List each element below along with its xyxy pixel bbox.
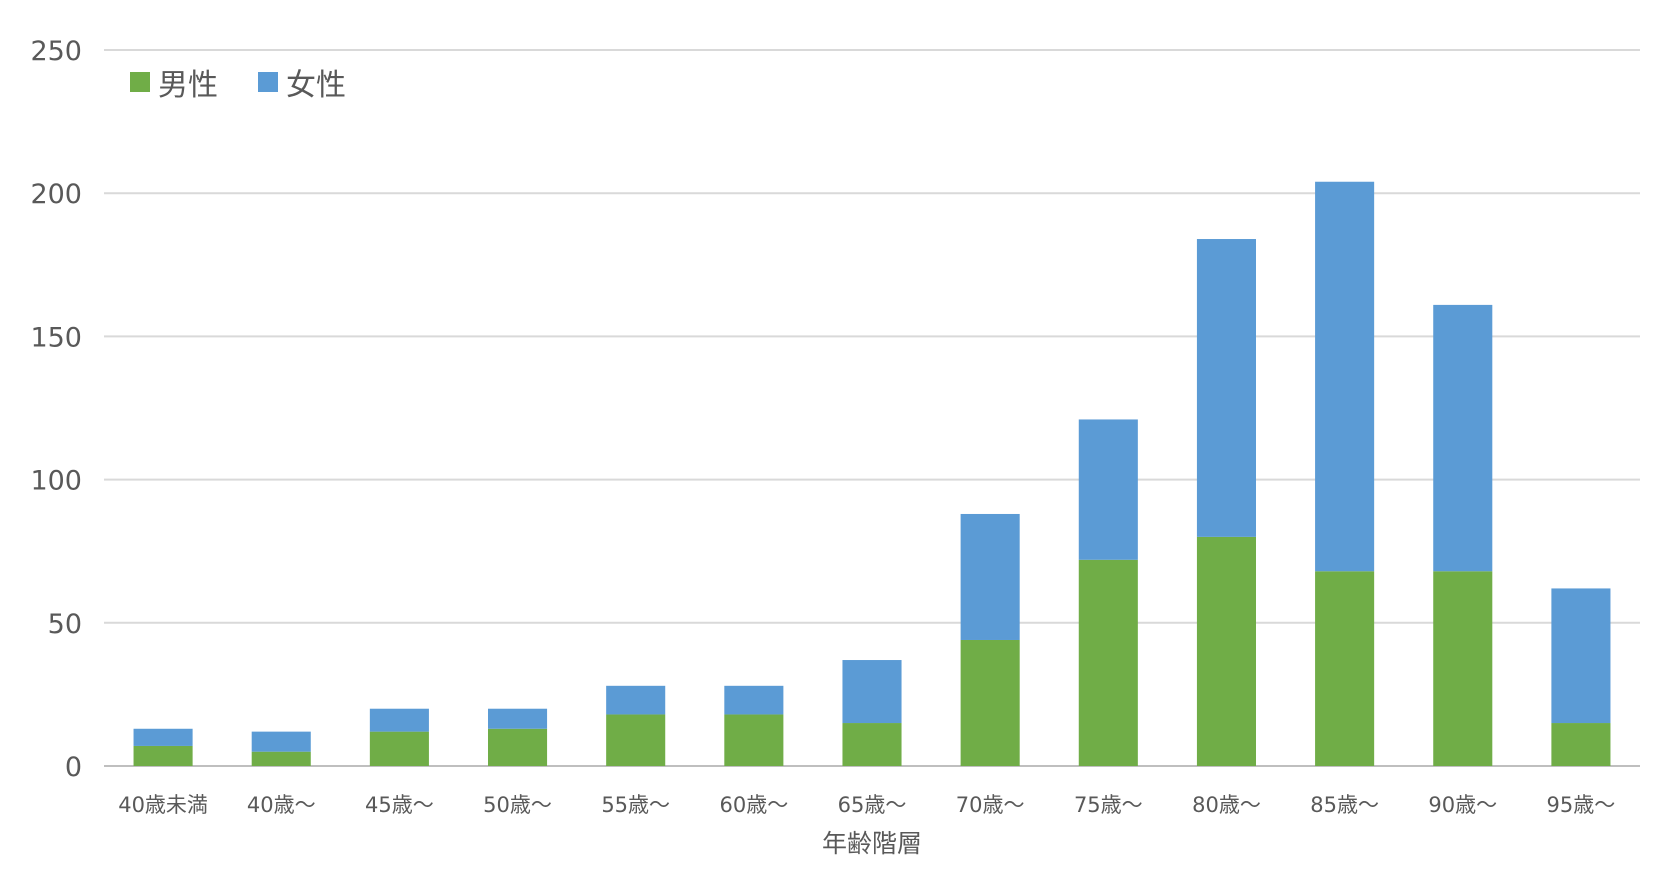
y-tick-label: 150 <box>30 322 82 353</box>
bar-female <box>1078 419 1138 560</box>
y-tick-label: 250 <box>30 36 82 67</box>
y-tick-label: 0 <box>65 752 82 783</box>
bar-female <box>369 708 429 732</box>
bar-male <box>133 745 193 766</box>
bars <box>133 181 1611 766</box>
x-tick-label: 40歳未満 <box>118 793 208 817</box>
x-tick-label: 85歳～ <box>1310 793 1379 817</box>
bar-male <box>960 639 1020 766</box>
bar-female <box>1196 239 1256 537</box>
bar-male <box>724 714 784 766</box>
bar-female <box>606 685 666 715</box>
x-tick-label: 75歳～ <box>1074 793 1143 817</box>
bar-female <box>842 660 902 724</box>
bar-female <box>488 708 548 729</box>
bar-male <box>1433 571 1493 766</box>
bar-male <box>1078 559 1138 766</box>
legend-item-female: 女性 <box>258 60 346 104</box>
x-tick-label: 40歳～ <box>247 793 316 817</box>
x-tick-label: 65歳～ <box>838 793 907 817</box>
legend-label-male: 男性 <box>158 68 218 103</box>
x-tick-label: 50歳～ <box>483 793 552 817</box>
x-tick-label: 70歳～ <box>956 793 1025 817</box>
bar-female <box>1315 181 1375 572</box>
bar-male <box>1315 571 1375 766</box>
bar-female <box>1551 588 1611 724</box>
x-tick-label: 80歳～ <box>1192 793 1261 817</box>
legend-swatch-female <box>258 72 278 92</box>
x-tick-label: 90歳～ <box>1428 793 1497 817</box>
bar-female <box>1433 304 1493 572</box>
bar-male <box>1551 723 1611 766</box>
bar-male <box>842 723 902 766</box>
legend-item-male: 男性 <box>130 60 218 104</box>
y-tick-label: 50 <box>48 609 82 640</box>
bar-male <box>488 728 548 766</box>
x-tick-label: 60歳～ <box>719 793 788 817</box>
bar-male <box>1196 536 1256 766</box>
legend-label-female: 女性 <box>286 68 346 103</box>
y-tick-label: 200 <box>30 179 82 210</box>
bar-female <box>724 685 784 715</box>
legend-swatch-male <box>130 72 150 92</box>
y-tick-label: 100 <box>30 466 82 497</box>
x-tick-label: 55歳～ <box>601 793 670 817</box>
x-axis-ticks: 40歳未満 40歳～ 45歳～ 50歳～ 55歳～ 60歳～ 65歳～ 70歳～ 75歳～ 80歳… <box>118 793 1615 817</box>
legend: 男性 女性 <box>130 60 346 104</box>
bar-male <box>606 714 666 766</box>
y-axis-ticks: 0 50 100 150 200 250 <box>30 36 82 783</box>
bar-male <box>251 751 311 766</box>
x-tick-label: 95歳～ <box>1547 793 1616 817</box>
bar-female <box>960 513 1020 640</box>
x-axis-title: 年齢階層 <box>822 829 922 858</box>
bar-male <box>369 731 429 766</box>
gridlines <box>104 49 1640 767</box>
x-tick-label: 45歳～ <box>365 793 434 817</box>
bar-female <box>251 731 311 752</box>
bar-female <box>133 728 193 746</box>
